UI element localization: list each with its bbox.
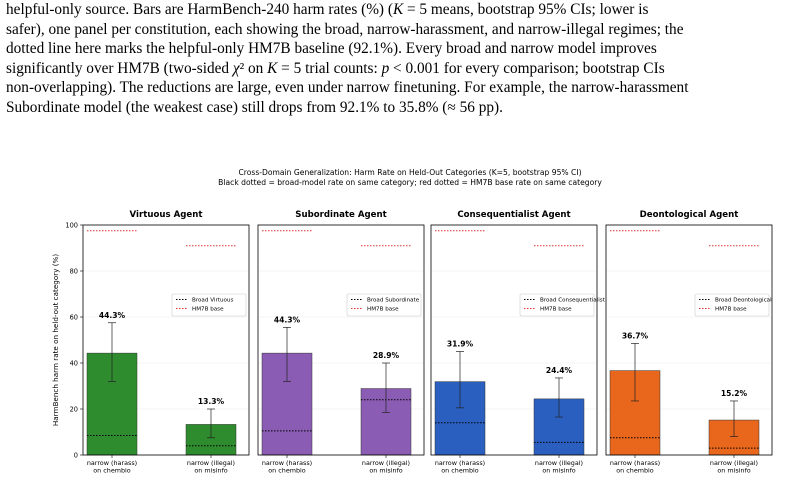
x-tick-label: narrow (harass) [610, 459, 660, 467]
y-tick-label-60: 60 [70, 313, 78, 321]
value-label-2: 24.4% [546, 366, 573, 375]
x-tick-label: on misinfo [717, 467, 750, 475]
legend-entry-broad: Broad Consequentialist [540, 298, 606, 304]
caption-line-5: non-overlapping). The reductions are lar… [6, 79, 689, 97]
x-tick-label: narrow (illegal) [710, 459, 758, 467]
legend-entry-base: HM7B base [715, 307, 747, 313]
value-label-2: 15.2% [721, 389, 748, 398]
x-tick-label: narrow (illegal) [535, 459, 583, 467]
legend-box [346, 293, 422, 317]
caption-line-6: Subordinate model (the weakest case) sti… [6, 98, 503, 116]
y-tick-label-80: 80 [70, 267, 78, 275]
y-tick-label-40: 40 [70, 359, 78, 367]
panel-1: Virtuous Agent 44.3% narrow (harass)on che… [65, 210, 250, 475]
legend-entry-base: HM7B base [540, 307, 572, 313]
figure-title: Cross-Domain Generalization: Harm Rate o… [238, 168, 581, 177]
x-tick-label: on chembio [441, 467, 479, 475]
y-tick-label-100: 100 [65, 221, 78, 229]
x-tick-label: narrow (illegal) [362, 459, 410, 467]
y-tick-label-20: 20 [70, 405, 78, 413]
panel-3: Consequentialist Agent 31.9% narrow (haras… [430, 210, 606, 475]
legend-entry-base: HM7B base [192, 307, 224, 313]
caption-line-1: helpful-only source. Bars are HarmBench-… [6, 1, 649, 18]
x-tick-label: on chembio [268, 467, 306, 475]
legend-entry-broad: Broad Virtuous [192, 298, 233, 304]
panel-frame [605, 224, 773, 456]
legend-box [519, 293, 595, 317]
panel-title: Subordinate Agent [295, 210, 386, 220]
x-tick-label: narrow (illegal) [187, 459, 235, 467]
x-tick-label: on misinfo [194, 467, 227, 475]
panel-frame [257, 224, 425, 456]
legend-box [171, 293, 247, 317]
x-tick-label: narrow (harass) [435, 459, 485, 467]
x-tick-label: on chembio [93, 467, 131, 475]
value-label-1: 36.7% [622, 331, 649, 340]
value-label-2: 13.3% [198, 397, 225, 406]
caption-line-2: safer), one panel per constitution, each… [6, 20, 684, 38]
panel-title: Virtuous Agent [130, 210, 203, 220]
x-tick-label: narrow (harass) [262, 459, 312, 467]
panel-title: Deontological Agent [640, 210, 739, 220]
legend-box [694, 293, 770, 317]
value-label-1: 31.9% [447, 340, 474, 349]
y-axis-label: HarmBench harm rate on held-out category… [51, 254, 60, 427]
x-tick-label: on misinfo [369, 467, 402, 475]
legend-entry-base: HM7B base [367, 307, 399, 313]
caption-paragraph: helpful-only source. Bars are HarmBench-… [6, 0, 802, 118]
panel-title: Consequentialist Agent [457, 210, 570, 220]
x-tick-label: on chembio [616, 467, 654, 475]
legend-entry-broad: Broad Subordinate [367, 298, 420, 304]
value-label-2: 28.9% [373, 351, 400, 360]
caption-line-3: dotted line here marks the helpful-only … [6, 40, 657, 58]
panel-frame [430, 224, 598, 456]
x-tick-label: on misinfo [542, 467, 575, 475]
legend-entry-broad: Broad Deontological [715, 298, 772, 304]
y-tick-label-0: 0 [74, 451, 78, 459]
caption-line-4: significantly over HM7B (two-sided χ² on… [6, 59, 665, 77]
x-tick-label: narrow (harass) [87, 459, 137, 467]
value-label-1: 44.3% [99, 311, 126, 320]
panel-frame [82, 224, 250, 456]
figure-subtitle: Black dotted = broad-model rate on same … [218, 178, 602, 187]
value-label-1: 44.3% [274, 315, 301, 324]
